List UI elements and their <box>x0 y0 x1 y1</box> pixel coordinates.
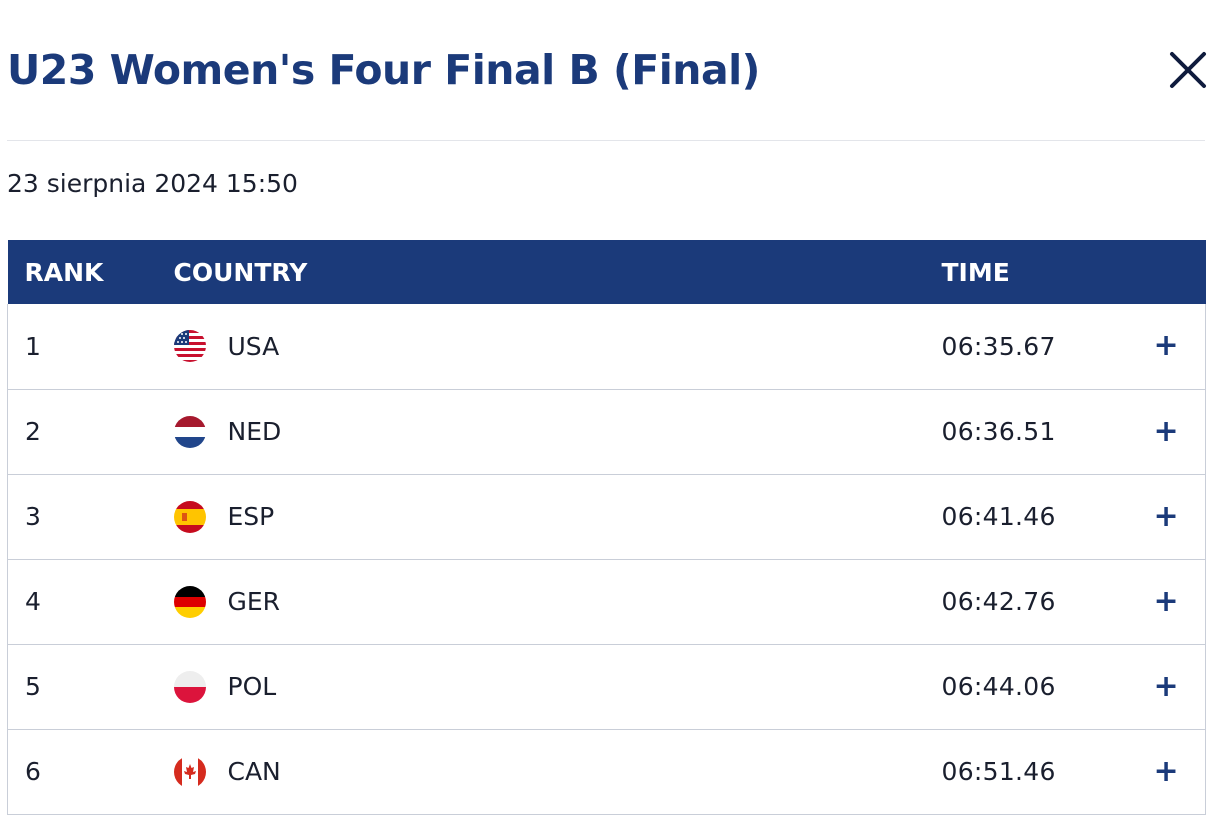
expand-cell: + <box>1141 644 1206 730</box>
expand-plus-icon[interactable]: + <box>1153 498 1179 534</box>
time-cell: 06:41.46 <box>941 474 1142 560</box>
table-row[interactable]: 1 <box>7 304 1206 390</box>
pol-flag-icon <box>173 670 206 703</box>
rank-cell: 4 <box>7 559 174 645</box>
expand-plus-icon[interactable]: + <box>1153 583 1179 619</box>
rank-cell: 2 <box>7 389 174 475</box>
expand-cell: + <box>1141 474 1206 560</box>
country-code: ESP <box>227 502 275 531</box>
country-cell: CAN <box>173 729 942 815</box>
table-row[interactable]: 3 ESP 06:41.46 <box>7 474 1206 560</box>
ned-flag-icon <box>173 415 206 448</box>
can-flag-icon <box>173 755 206 788</box>
expand-cell: + <box>1141 729 1206 815</box>
country-cell: USA <box>173 304 942 390</box>
time-cell: 06:44.06 <box>941 644 1142 730</box>
rank-cell: 5 <box>7 644 174 730</box>
country-code: POL <box>227 672 277 701</box>
usa-flag-icon <box>173 330 206 363</box>
results-table: RANK COUNTRY TIME 1 <box>7 240 1206 815</box>
expand-cell: + <box>1141 559 1206 645</box>
country-cell: GER <box>173 559 942 645</box>
title-divider <box>7 140 1205 141</box>
ger-flag-icon <box>173 585 206 618</box>
time-cell: 06:36.51 <box>941 389 1142 475</box>
time-cell: 06:51.46 <box>941 729 1142 815</box>
close-button[interactable] <box>1166 48 1210 92</box>
expand-plus-icon[interactable]: + <box>1153 753 1179 789</box>
header-rank: RANK <box>24 257 104 287</box>
expand-plus-icon[interactable]: + <box>1153 413 1179 449</box>
expand-cell: + <box>1141 304 1206 390</box>
country-code: CAN <box>227 757 281 786</box>
race-datetime: 23 sierpnia 2024 15:50 <box>7 169 298 198</box>
expand-plus-icon[interactable]: + <box>1153 668 1179 704</box>
table-row[interactable]: 4 GER 06:42.76 <box>7 559 1206 645</box>
expand-cell: + <box>1141 389 1206 475</box>
header-expand <box>1142 240 1206 304</box>
table-row[interactable]: 5 POL 06:44.06 + <box>7 644 1206 730</box>
rank-cell: 6 <box>7 729 174 815</box>
close-icon <box>1170 52 1206 88</box>
country-code: USA <box>227 331 280 361</box>
header-country: COUNTRY <box>173 257 308 287</box>
country-cell: NED <box>173 389 942 475</box>
table-row[interactable]: 6 CAN 06:51.46 <box>7 729 1206 815</box>
results-table-header: RANK COUNTRY TIME <box>7 240 1206 304</box>
esp-flag-icon <box>173 500 206 533</box>
time-cell: 06:35.67 <box>941 304 1142 390</box>
expand-plus-icon[interactable]: + <box>1153 328 1179 364</box>
header-time: TIME <box>941 257 1010 287</box>
country-code: NED <box>227 417 282 446</box>
page-title: U23 Women's Four Final B (Final) <box>7 46 760 94</box>
country-code: GER <box>227 587 281 616</box>
rank-cell: 1 <box>7 304 174 390</box>
country-cell: POL <box>173 644 942 730</box>
rank-cell: 3 <box>7 474 174 560</box>
country-cell: ESP <box>173 474 942 560</box>
time-cell: 06:42.76 <box>941 559 1142 645</box>
table-row[interactable]: 2 NED 06:36.51 <box>7 389 1206 475</box>
